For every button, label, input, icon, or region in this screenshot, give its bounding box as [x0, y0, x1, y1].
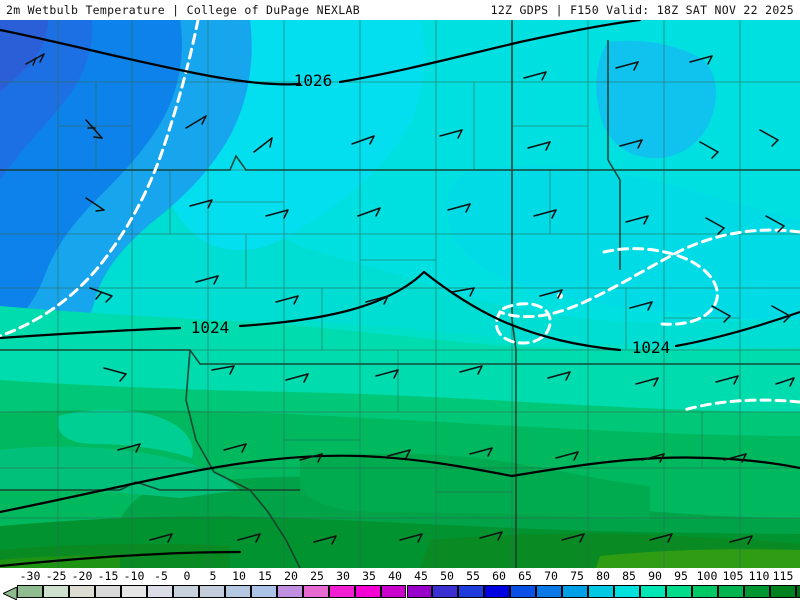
colorbar-tick: 30: [336, 569, 350, 583]
colorbar-tick: -30: [19, 569, 41, 583]
colorbar-tick: -20: [71, 569, 93, 583]
isobar-labels: 1026 1024 1024: [191, 71, 671, 357]
colorbar-tick: 65: [518, 569, 532, 583]
colorbar-tick: 45: [414, 569, 428, 583]
colorbar-swatch[interactable]: [380, 585, 407, 598]
isobar-label-1026: 1026: [294, 71, 333, 90]
colorbar-tick: 20: [284, 569, 298, 583]
wind-barbs: [25, 53, 795, 545]
colorbar-swatch[interactable]: [172, 585, 199, 598]
colorbar-swatch[interactable]: [198, 585, 225, 598]
colorbar-swatch[interactable]: [42, 585, 69, 598]
colorbar-swatch[interactable]: [795, 585, 800, 598]
colorbar-swatch[interactable]: [666, 585, 693, 598]
colorbar-swatch[interactable]: [692, 585, 719, 598]
colorbar-swatch[interactable]: [458, 585, 485, 598]
colorbar-tick: 90: [648, 569, 662, 583]
map-canvas[interactable]: 1026 1024 1024: [0, 20, 800, 568]
colorbar-tick: 40: [388, 569, 402, 583]
colorbar-tick: 50: [440, 569, 454, 583]
colorbar-tick: 110: [748, 569, 770, 583]
colorbar-swatch[interactable]: [588, 585, 615, 598]
colorbar-tick: 25: [310, 569, 324, 583]
colorbar-swatch[interactable]: [17, 585, 43, 598]
colorbar-swatch[interactable]: [328, 585, 355, 598]
colorbar-tick: 100: [696, 569, 718, 583]
colorbar-swatch[interactable]: [94, 585, 121, 598]
colorbar-tick: -25: [45, 569, 67, 583]
colorbar-swatch[interactable]: [276, 585, 303, 598]
temperature-field: [0, 20, 800, 568]
isobar-label-text: 1026: [294, 71, 333, 90]
colorbar-tick: 95: [674, 569, 688, 583]
colorbar-swatch[interactable]: [120, 585, 147, 598]
colorbar-tick: 10: [232, 569, 246, 583]
colorbar-tick: 75: [570, 569, 584, 583]
colorbar-swatch[interactable]: [68, 585, 95, 598]
colorbar-tick: 115: [772, 569, 794, 583]
colorbar-swatch[interactable]: [146, 585, 173, 598]
isobar-label-1024-west: 1024: [191, 318, 230, 337]
colorbar-swatch[interactable]: [250, 585, 277, 598]
colorbar-swatch[interactable]: [354, 585, 381, 598]
freezing-contour: [0, 20, 800, 412]
colorbar[interactable]: -30 -25 -20 -15 -10 -5 0 5 10 15 20 25 30 35 40 45 50 55 6…: [0, 568, 800, 601]
colorbar-tick: -5: [154, 569, 168, 583]
colorbar-swatch[interactable]: [562, 585, 589, 598]
colorbar-swatch[interactable]: [770, 585, 796, 598]
colorbar-swatch[interactable]: [224, 585, 251, 598]
colorbar-swatch[interactable]: [302, 585, 329, 598]
colorbar-tick: 35: [362, 569, 376, 583]
colorbar-tick: -10: [123, 569, 145, 583]
colorbar-swatch[interactable]: [718, 585, 745, 598]
colorbar-tick: -15: [97, 569, 119, 583]
colorbar-tick: 80: [596, 569, 610, 583]
colorbar-tick-labels: -30 -25 -20 -15 -10 -5 0 5 10 15 20 25 30 35 40 45 50 55 6…: [0, 568, 800, 584]
product-title: 2m Wetbulb Temperature | College of DuPa…: [6, 3, 360, 17]
colorbar-swatch[interactable]: [640, 585, 667, 598]
colorbar-swatches[interactable]: [0, 585, 800, 601]
colorbar-swatch[interactable]: [614, 585, 641, 598]
state-borders: [0, 20, 800, 568]
colorbar-swatch[interactable]: [510, 585, 537, 598]
colorbar-tick: 5: [209, 569, 217, 583]
colorbar-tick: 85: [622, 569, 636, 583]
colorbar-swatch[interactable]: [744, 585, 770, 598]
header-bar: 2m Wetbulb Temperature | College of DuPa…: [0, 0, 800, 20]
isobar-label-1024-east: 1024: [632, 338, 671, 357]
colorbar-tick: 55: [466, 569, 480, 583]
colorbar-tick: 15: [258, 569, 272, 583]
isobar-label-text: 1024: [191, 318, 230, 337]
isobars: [0, 20, 800, 568]
colorbar-tick: 60: [492, 569, 506, 583]
colorbar-swatch[interactable]: [484, 585, 511, 598]
colorbar-swatch[interactable]: [536, 585, 563, 598]
colorbar-swatch[interactable]: [406, 585, 433, 598]
colorbar-tick: 0: [183, 569, 191, 583]
colorbar-tick: 105: [722, 569, 744, 583]
model-valid-time: 12Z GDPS | F150 Valid: 18Z SAT NOV 22 20…: [490, 3, 794, 17]
colorbar-tick: 70: [544, 569, 558, 583]
colorbar-min-arrow: [1, 585, 18, 601]
colorbar-swatch[interactable]: [432, 585, 459, 598]
isobar-label-text: 1024: [632, 338, 671, 357]
